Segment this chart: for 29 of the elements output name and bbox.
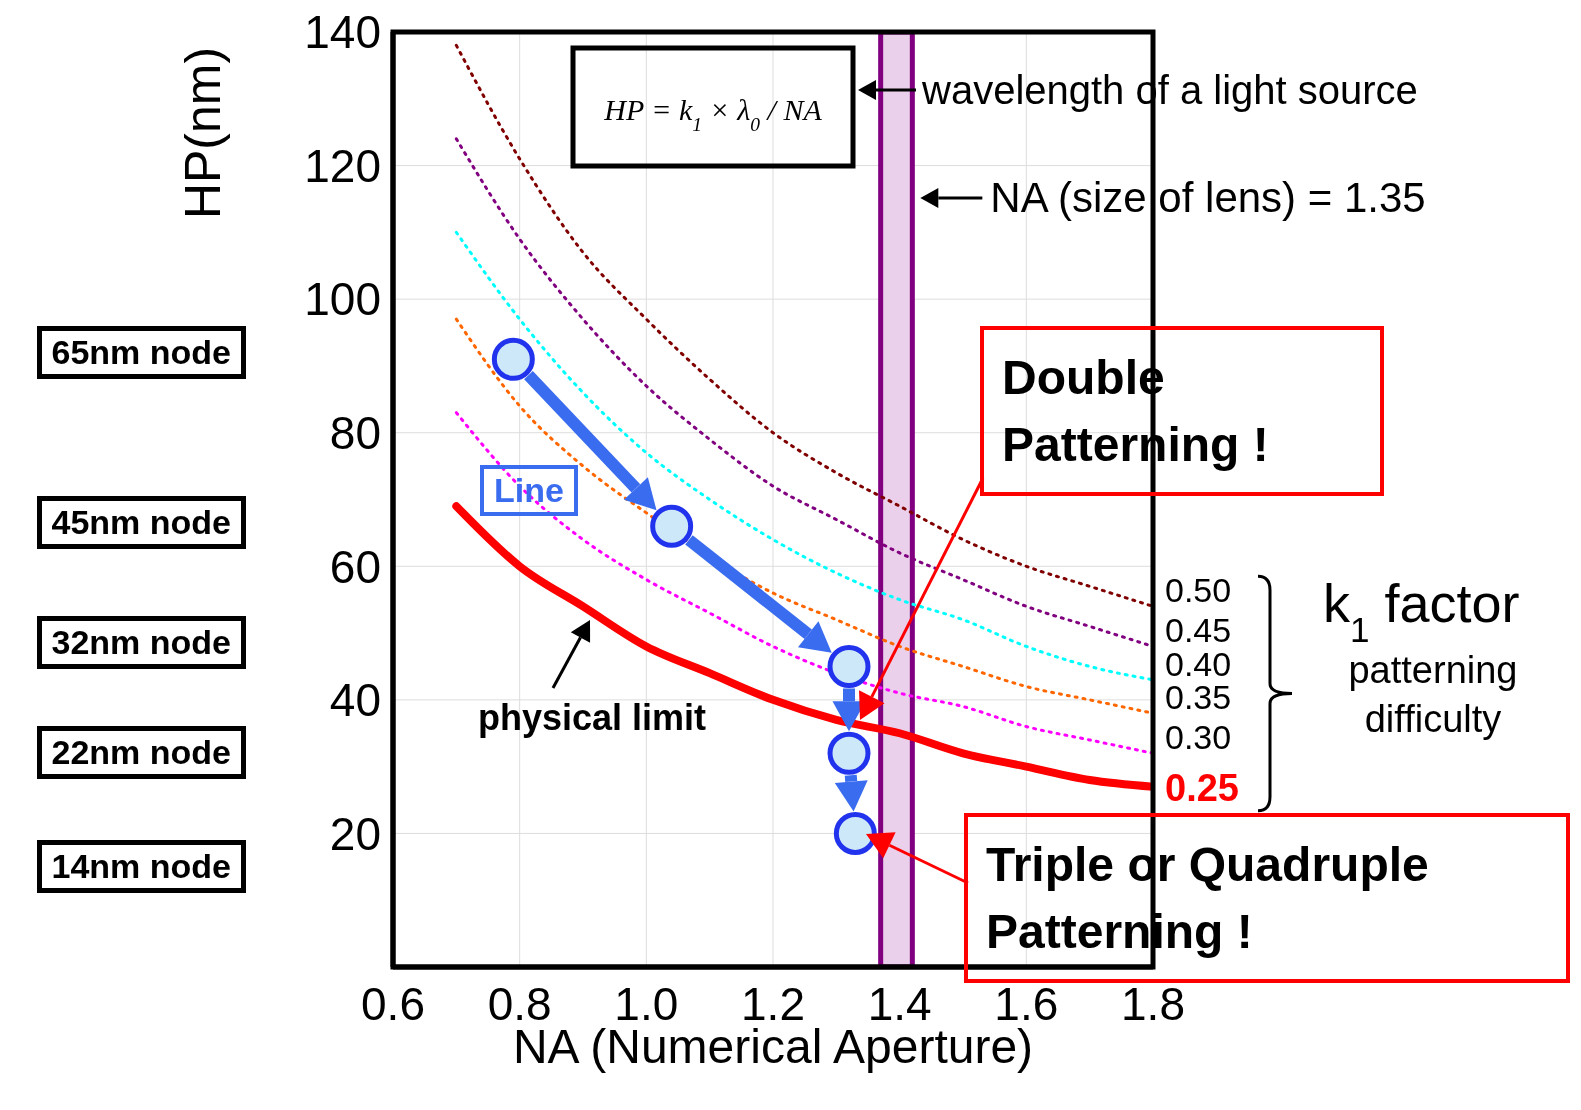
text: k$_{1}$ factor <box>1323 573 1520 649</box>
y-tick-label: 40 <box>329 674 381 727</box>
text: 14nm node <box>36 840 246 893</box>
x-tick-label: 1.8 <box>1121 977 1185 1030</box>
point <box>833 811 877 855</box>
text: 65nm node <box>36 326 246 379</box>
x-tick-label: 0.6 <box>361 977 425 1030</box>
y-tick-label: 100 <box>304 273 381 326</box>
point <box>650 504 694 548</box>
annotation: physical limit <box>478 697 707 738</box>
point <box>827 731 871 775</box>
y-tick-label: 20 <box>329 807 381 860</box>
annotation: Line <box>480 465 578 516</box>
y-axis-title: HP(nm) <box>175 46 231 220</box>
series-label: 0.50 <box>1165 571 1232 610</box>
point <box>827 644 871 688</box>
text: patterning difficulty <box>1348 649 1518 741</box>
point <box>491 337 535 381</box>
y-tick-label: 140 <box>304 6 381 59</box>
series-label: 0.30 <box>1165 718 1232 757</box>
y-tick-label: 120 <box>304 139 381 192</box>
y-tick-label: 80 <box>329 407 381 460</box>
text: 45nm node <box>36 496 246 549</box>
text: 22nm node <box>36 726 246 779</box>
y-tick-label: 60 <box>329 540 381 593</box>
band-label: NA (size of lens) = 1.35 <box>990 174 1426 221</box>
text: 32nm node <box>36 616 246 669</box>
annotation: HP = k$_{1}$ × λ$_{0}$ / NA <box>603 93 823 135</box>
series-label: 0.25 <box>1165 766 1239 809</box>
